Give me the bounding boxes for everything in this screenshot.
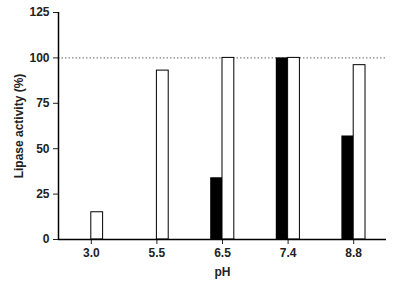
svg-text:7.4: 7.4	[280, 246, 297, 260]
svg-text:100: 100	[29, 51, 49, 65]
svg-text:pH: pH	[215, 265, 231, 279]
svg-text:0: 0	[43, 232, 50, 246]
svg-text:125: 125	[29, 5, 49, 19]
svg-text:75: 75	[36, 96, 50, 110]
svg-text:8.8: 8.8	[345, 246, 362, 260]
svg-text:6.5: 6.5	[214, 246, 231, 260]
svg-text:50: 50	[36, 142, 50, 156]
svg-text:3.0: 3.0	[83, 246, 100, 260]
svg-text:25: 25	[36, 187, 50, 201]
svg-text:5.5: 5.5	[149, 246, 166, 260]
svg-text:Lipase activity (%): Lipase activity (%)	[12, 74, 26, 179]
